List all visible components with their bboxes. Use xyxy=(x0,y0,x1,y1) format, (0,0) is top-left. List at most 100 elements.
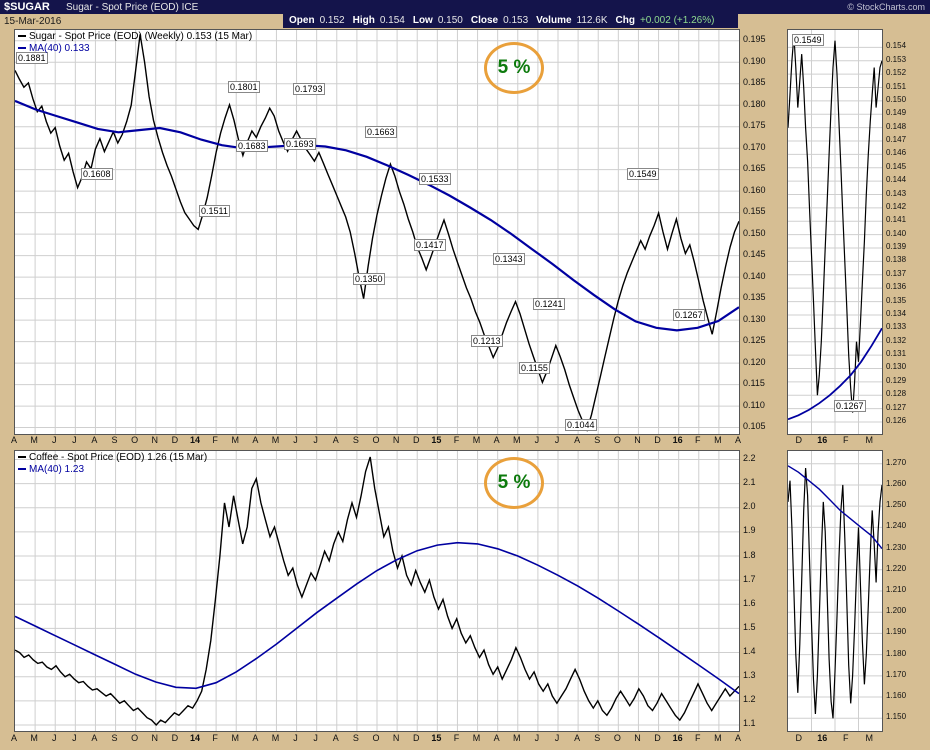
y-axis-label: 1.2 xyxy=(743,694,756,705)
x-axis-label: N xyxy=(151,733,159,743)
header-bar: $SUGAR Sugar - Spot Price (EOD) ICE © St… xyxy=(0,0,930,14)
close-value: 0.153 xyxy=(503,15,529,26)
x-axis-label: A xyxy=(10,733,18,743)
x-axis-label: M xyxy=(30,435,38,445)
x-axis-label: J xyxy=(51,435,57,445)
open-label: Open xyxy=(289,15,315,26)
y-axis-label: 0.145 xyxy=(886,161,907,171)
sugar-main-x-axis: A M J J A S O N D 14 F M A M J J A S O N D 15 F M A M J J A S O N D 16 F M A xyxy=(10,435,750,447)
x-axis-label: N xyxy=(634,733,641,743)
coffee-mini-price-line xyxy=(788,467,882,719)
y-axis-label: 0.149 xyxy=(886,108,907,118)
legend-row: MA(40) 0.133 xyxy=(18,43,252,55)
x-axis-label: A xyxy=(252,435,259,445)
y-axis-label: 0.147 xyxy=(886,135,907,145)
x-axis-label: M xyxy=(472,733,481,743)
x-axis-label: J xyxy=(534,733,540,743)
sugar-inset-x-axis: D 16 F M xyxy=(787,435,893,447)
percent-change-badge: 5 % xyxy=(484,42,544,94)
x-axis-label: A xyxy=(10,435,18,445)
coffee-main-legend: Coffee - Spot Price (EOD) 1.26 (15 Mar) M… xyxy=(18,452,207,476)
y-axis-label: 0.146 xyxy=(886,148,907,158)
price-callout: 0.1663 xyxy=(365,126,397,138)
high-value: 0.154 xyxy=(379,15,405,26)
percent-change-badge: 5 % xyxy=(484,457,544,509)
x-axis-label: A xyxy=(493,435,500,445)
volume-value: 112.6K xyxy=(576,15,608,26)
x-axis-label: A xyxy=(574,435,581,445)
y-axis-label: 1.5 xyxy=(743,621,756,632)
x-axis-label: F xyxy=(212,733,218,743)
sugar-main-plot-canvas xyxy=(15,30,739,434)
price-callout: 0.1881 xyxy=(16,52,48,64)
x-axis-label: A xyxy=(332,435,339,445)
legend-line-swatch xyxy=(18,456,26,459)
x-axis-label: 16 xyxy=(817,733,828,743)
x-axis-label: 15 xyxy=(431,435,442,445)
x-axis-label: F xyxy=(212,435,218,445)
y-axis-label: 2.1 xyxy=(743,477,756,488)
ticker-description: Sugar - Spot Price (EOD) ICE xyxy=(66,2,199,13)
coffee-main-chart: Coffee - Spot Price (EOD) 1.26 (15 Mar) M… xyxy=(14,450,740,732)
x-axis-label: A xyxy=(493,733,500,743)
y-axis-label: 0.130 xyxy=(886,362,907,372)
close-label: Close xyxy=(470,15,499,26)
y-axis-label: 0.150 xyxy=(743,227,766,238)
legend-text: MA(40) 1.23 xyxy=(29,464,85,475)
x-axis-label: 16 xyxy=(672,435,683,445)
x-axis-label: M xyxy=(30,733,38,743)
y-axis-label: 0.143 xyxy=(886,188,907,198)
price-callout: 0.1683 xyxy=(236,140,268,152)
high-label: High xyxy=(352,15,375,26)
x-axis-label: N xyxy=(151,435,159,445)
x-axis-label: S xyxy=(594,733,601,743)
y-axis-label: 0.129 xyxy=(886,375,907,385)
price-callout: 0.1267 xyxy=(673,309,705,321)
legend-line-swatch xyxy=(18,468,26,471)
y-axis-label: 2.0 xyxy=(743,501,756,512)
x-axis-label: D xyxy=(171,733,179,743)
price-callout: 0.1155 xyxy=(519,362,550,374)
coffee-main-plot-canvas xyxy=(15,451,739,731)
x-axis-label: M xyxy=(865,733,874,743)
y-axis-label: 1.270 xyxy=(886,457,907,467)
price-callout: 0.1801 xyxy=(228,81,260,93)
volume-label: Volume xyxy=(536,15,572,26)
y-axis-label: 1.1 xyxy=(743,718,756,729)
y-axis-label: 1.150 xyxy=(886,712,907,722)
x-axis-label: J xyxy=(72,733,77,743)
x-axis-label: A xyxy=(91,733,98,743)
sugar-main-legend: Sugar - Spot Price (EOD) (Weekly) 0.153 … xyxy=(18,31,252,55)
x-axis-label: S xyxy=(111,435,118,445)
x-axis-label: A xyxy=(574,733,581,743)
y-axis-label: 0.130 xyxy=(743,313,766,324)
y-axis-label: 0.134 xyxy=(886,308,907,318)
x-axis-label: M xyxy=(472,435,481,445)
price-callout: 0.1213 xyxy=(471,335,503,347)
x-axis-label: J xyxy=(72,435,77,445)
ticker-symbol: $SUGAR xyxy=(4,1,50,13)
y-axis-label: 0.110 xyxy=(743,399,765,410)
y-axis-label: 0.185 xyxy=(743,77,766,88)
sugar-mini-price-line xyxy=(788,35,882,413)
chart-date: 15-Mar-2016 xyxy=(4,16,62,27)
price-callout: 0.1549 xyxy=(792,34,824,46)
x-axis-label: O xyxy=(131,435,139,445)
subheader-bar: 15-Mar-2016 Open 0.152 High 0.154 Low 0.… xyxy=(0,14,930,28)
x-axis-label: S xyxy=(352,435,359,445)
y-axis-label: 1.220 xyxy=(886,563,907,573)
x-axis-label: 16 xyxy=(672,733,683,743)
copyright-notice: © StockCharts.com xyxy=(847,2,925,12)
legend-line-swatch xyxy=(18,47,26,50)
y-axis-label: 0.115 xyxy=(743,378,765,389)
x-axis-label: O xyxy=(613,733,621,743)
y-axis-label: 1.4 xyxy=(743,646,756,657)
price-callout: 0.1241 xyxy=(533,298,565,310)
x-axis-label: F xyxy=(843,733,849,743)
x-axis-label: F xyxy=(453,435,460,445)
coffee-mini-ma40-line xyxy=(788,465,882,550)
y-axis-label: 0.170 xyxy=(743,141,766,152)
y-axis-label: 0.125 xyxy=(743,335,766,346)
coffee-inset-x-axis: D 16 F M xyxy=(787,733,893,745)
